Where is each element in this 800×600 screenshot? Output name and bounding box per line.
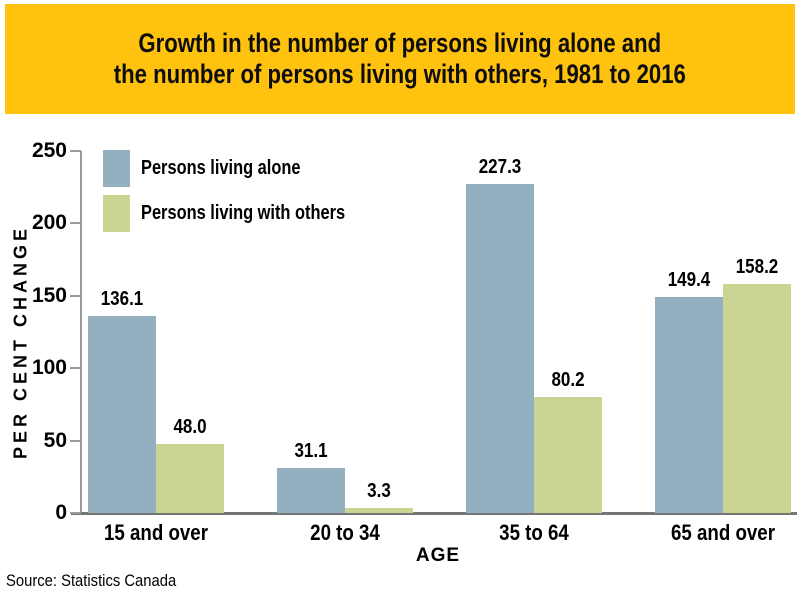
legend-swatch-persons-living-alone <box>103 150 130 187</box>
bar-value-label: 136.1 <box>100 287 144 310</box>
x-category-label: 35 to 64 <box>499 520 569 545</box>
y-tick-label: 200 <box>31 211 67 235</box>
bar-persons-living-with-others-20-to-34 <box>345 508 413 513</box>
y-axis-tick <box>70 367 81 370</box>
y-tick-label: 250 <box>31 139 67 162</box>
y-tick-label: 0 <box>55 501 67 524</box>
bar-value-label: 48.0 <box>173 415 207 438</box>
legend-item: Persons living with others <box>103 195 390 232</box>
bar-value-label: 3.3 <box>367 480 391 503</box>
bar-persons-living-alone-65-and-over <box>655 296 723 513</box>
bar-persons-living-with-others-15-and-over <box>156 443 224 513</box>
bar-value-label: 227.3 <box>478 155 522 178</box>
bar-value-label: 149.4 <box>667 268 711 291</box>
bar-persons-living-with-others-65-and-over <box>723 283 791 513</box>
legend: Persons living alone Persons living with … <box>103 150 390 240</box>
bar-persons-living-with-others-35-to-64 <box>534 396 602 513</box>
bar-persons-living-alone-20-to-34 <box>277 467 345 513</box>
y-axis-title: PER CENT CHANGE <box>10 224 31 460</box>
chart-title-line-1: Growth in the number of persons living a… <box>138 28 662 58</box>
legend-item: Persons living alone <box>103 150 390 187</box>
legend-swatch-persons-living-with-others <box>103 195 130 232</box>
y-axis-tick <box>70 294 81 297</box>
y-axis-line <box>80 151 82 513</box>
legend-label: Persons living alone <box>141 157 301 179</box>
x-axis-title: AGE <box>415 545 461 566</box>
plot-area: 0 50 100 150 200 250 136.1 48.0 15 and over 31.1 3… <box>32 139 797 545</box>
y-axis-tick <box>70 222 81 225</box>
y-axis-tick <box>70 512 81 514</box>
x-category-label: 15 and over <box>104 520 208 545</box>
x-axis-line <box>71 512 797 515</box>
y-axis-tick <box>70 150 81 152</box>
bar-persons-living-alone-35-to-64 <box>466 183 534 513</box>
y-tick-label: 150 <box>31 283 67 307</box>
chart-title-line-2: the number of persons living with others… <box>113 59 687 89</box>
source-note: Source: Statistics Canada <box>6 571 177 590</box>
x-category-label: 65 and over <box>671 520 775 545</box>
y-axis-tick <box>70 439 81 442</box>
bar-value-label: 80.2 <box>551 368 585 391</box>
y-tick-label: 50 <box>43 428 67 452</box>
legend-label: Persons living with others <box>141 202 346 224</box>
bar-value-label: 158.2 <box>735 255 779 278</box>
bar-value-label: 31.1 <box>294 439 328 462</box>
x-category-label: 20 to 34 <box>310 520 380 545</box>
title-banner: Growth in the number of persons living a… <box>5 4 795 114</box>
bar-persons-living-alone-15-and-over <box>88 315 156 513</box>
y-tick-label: 100 <box>31 356 67 380</box>
